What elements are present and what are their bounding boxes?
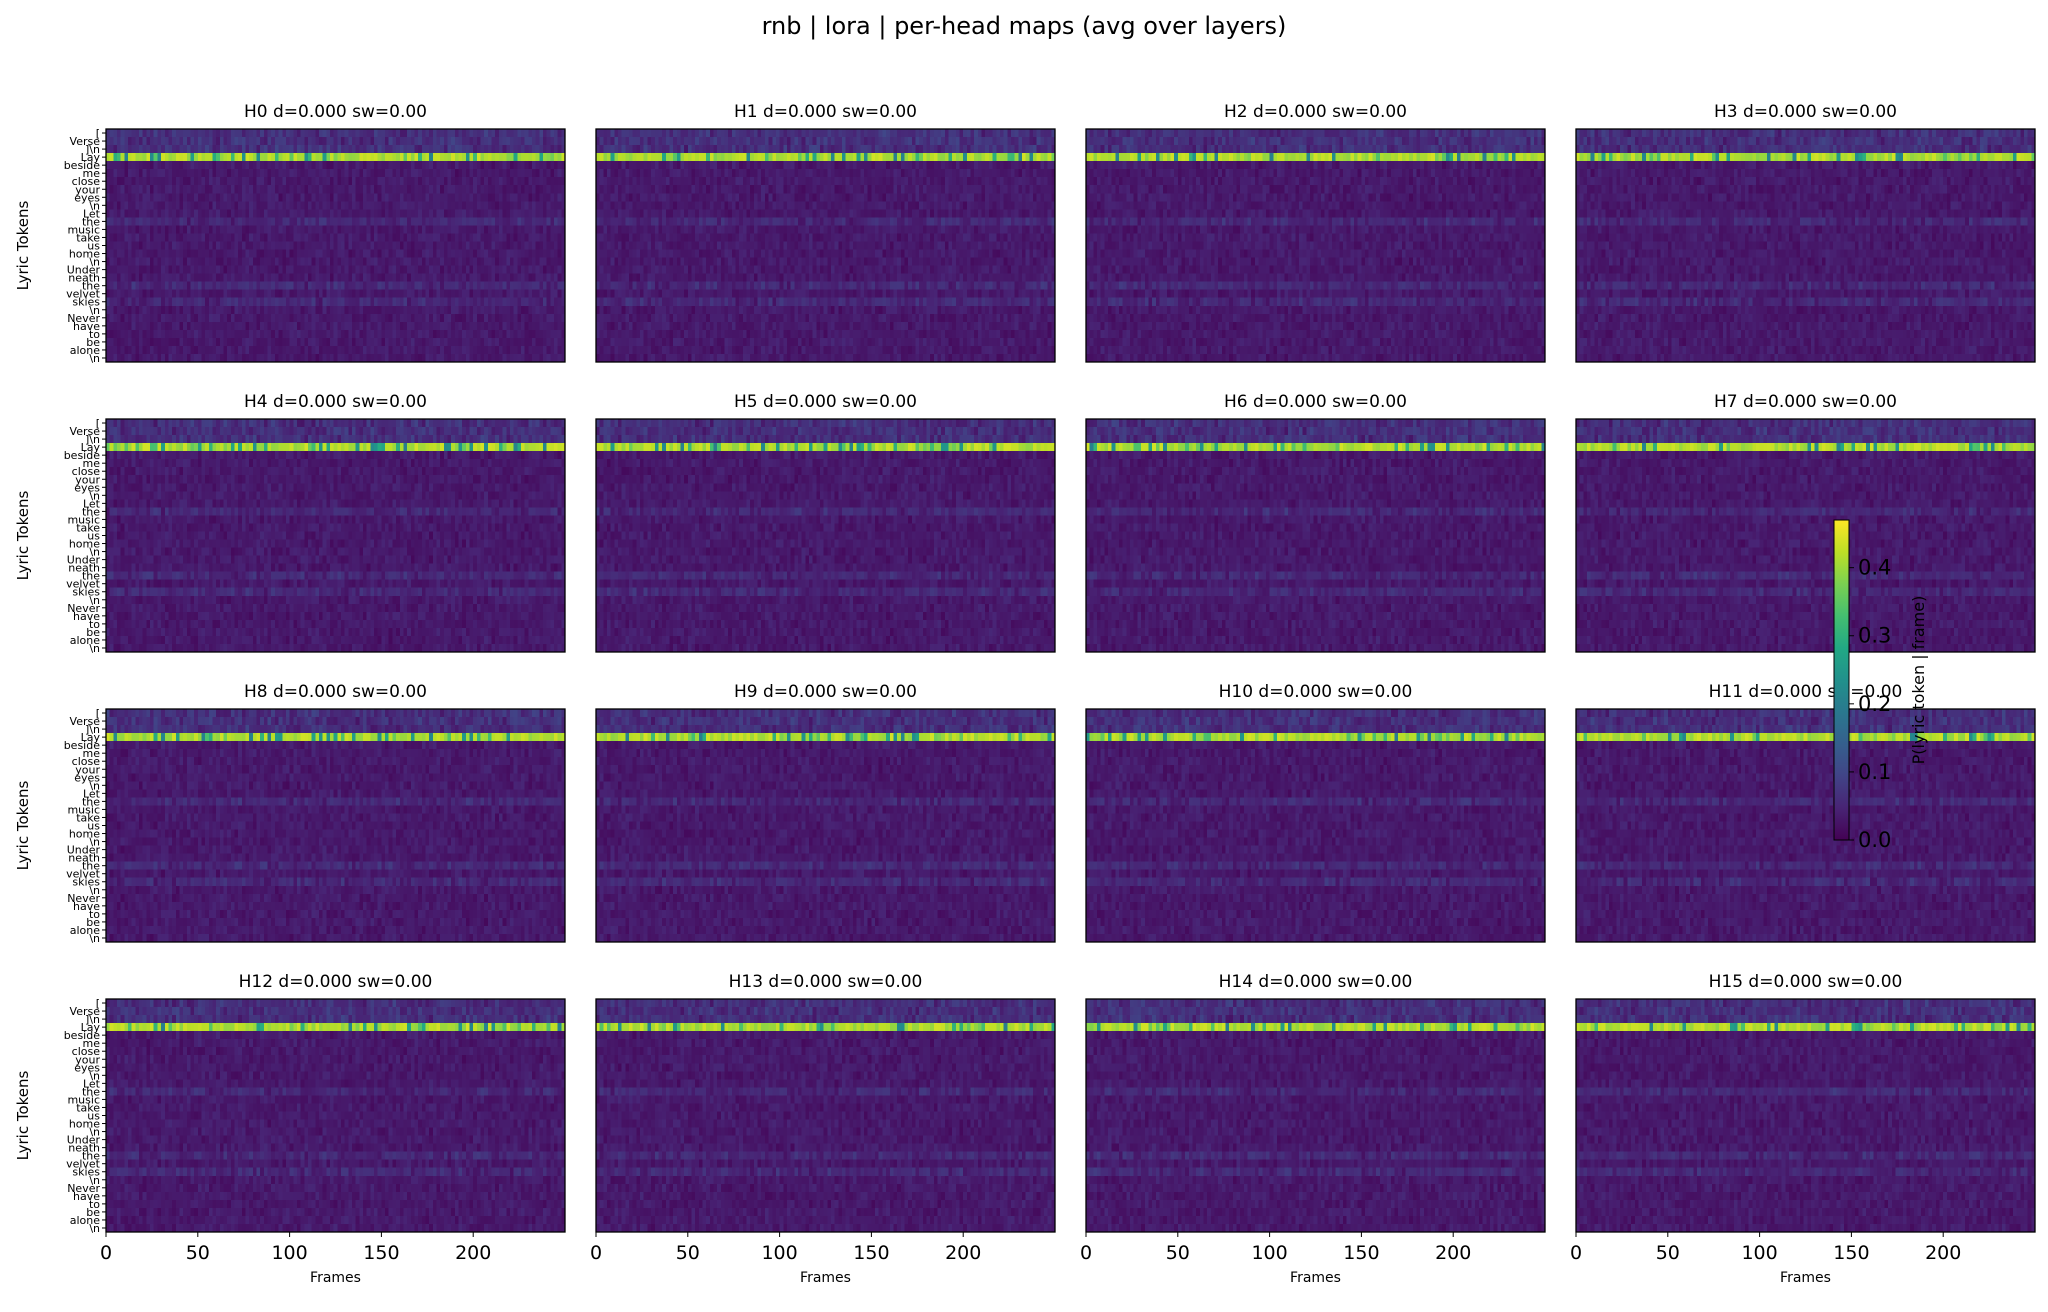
x-tick-label: 200: [945, 1242, 981, 1264]
token-label: \n: [89, 642, 100, 655]
panel-title: H8 d=0.000 sw=0.00: [244, 682, 427, 702]
colorbar-tick-label: 0.0: [1858, 828, 1891, 852]
heatmap-cells: [1576, 419, 2035, 652]
heatmap-cells: [1086, 129, 1545, 362]
heatmap-cells: [1576, 129, 2035, 362]
x-tick-label: 50: [1656, 1242, 1680, 1264]
x-tick-label: 0: [1570, 1242, 1582, 1264]
head-panel: H0 d=0.000 sw=0.00[Verse]\nLaybesidemecl…: [14, 102, 565, 365]
heatmap-cells: [106, 709, 565, 942]
x-axis-label: Frames: [800, 1270, 851, 1286]
heatmap-cells: [596, 999, 1055, 1232]
x-tick-label: 0: [590, 1242, 602, 1264]
head-panel: H3 d=0.000 sw=0.00: [1576, 102, 2035, 362]
heatmap-cells: [1576, 999, 2035, 1232]
heatmap-cells: [1086, 419, 1545, 652]
panel-title: H2 d=0.000 sw=0.00: [1224, 102, 1407, 122]
colorbar-tick-label: 0.1: [1858, 760, 1891, 784]
panel-title: H12 d=0.000 sw=0.00: [239, 972, 433, 992]
head-panel: H11 d=0.000 sw=0.00: [1576, 682, 2035, 942]
x-tick-label: 100: [1251, 1242, 1287, 1264]
token-label: \n: [89, 932, 100, 945]
x-tick-label: 200: [1435, 1242, 1471, 1264]
heatmap-cells: [1086, 999, 1545, 1232]
x-tick-label: 200: [455, 1242, 491, 1264]
heatmap-cells: [106, 129, 565, 362]
x-tick-label: 200: [1925, 1242, 1961, 1264]
panel-title: H5 d=0.000 sw=0.00: [734, 392, 917, 412]
x-axis-label: Frames: [1290, 1270, 1341, 1286]
y-axis-label: Lyric Tokens: [14, 780, 32, 870]
heatmap-cells: [106, 419, 565, 652]
panel-title: H13 d=0.000 sw=0.00: [729, 972, 923, 992]
panel-grid: H0 d=0.000 sw=0.00[Verse]\nLaybesidemecl…: [14, 102, 2035, 1286]
head-panel: H12 d=0.000 sw=0.00[Verse]\nLaybesidemec…: [14, 972, 565, 1286]
head-panel: H7 d=0.000 sw=0.00: [1576, 392, 2035, 652]
x-axis-label: Frames: [310, 1270, 361, 1286]
heatmap-cells: [596, 709, 1055, 942]
head-panel: H5 d=0.000 sw=0.00: [596, 392, 1055, 652]
x-tick-label: 150: [363, 1242, 399, 1264]
colorbar-tick-label: 0.3: [1858, 624, 1891, 648]
panel-title: H0 d=0.000 sw=0.00: [244, 102, 427, 122]
x-tick-label: 150: [1343, 1242, 1379, 1264]
panel-title: H10 d=0.000 sw=0.00: [1219, 682, 1413, 702]
colorbar-tick-label: 0.4: [1858, 556, 1891, 580]
x-tick-label: 0: [100, 1242, 112, 1264]
heatmap-cells: [1576, 709, 2035, 942]
x-tick-label: 100: [271, 1242, 307, 1264]
panel-title: H6 d=0.000 sw=0.00: [1224, 392, 1407, 412]
y-axis-label: Lyric Tokens: [14, 1070, 32, 1160]
y-axis-label: Lyric Tokens: [14, 200, 32, 290]
heatmap-cells: [106, 999, 565, 1232]
heatmap-cells: [596, 419, 1055, 652]
x-tick-label: 50: [186, 1242, 210, 1264]
panel-title: H3 d=0.000 sw=0.00: [1714, 102, 1897, 122]
head-panel: H9 d=0.000 sw=0.00: [596, 682, 1055, 942]
head-panel: H15 d=0.000 sw=0.00 0 50 100 150 200 Frames: [1570, 972, 2035, 1286]
head-panel: H6 d=0.000 sw=0.00: [1086, 392, 1545, 652]
head-panel: H14 d=0.000 sw=0.00 0 50 100 150 200 Frames: [1080, 972, 1545, 1286]
panel-title: H1 d=0.000 sw=0.00: [734, 102, 917, 122]
x-tick-label: 100: [761, 1242, 797, 1264]
panel-title: H14 d=0.000 sw=0.00: [1219, 972, 1413, 992]
x-tick-label: 150: [1833, 1242, 1869, 1264]
head-panel: H4 d=0.000 sw=0.00[Verse]\nLaybesidemecl…: [14, 392, 565, 655]
heatmap-cells: [596, 129, 1055, 362]
token-label: \n: [89, 352, 100, 365]
panel-title: H15 d=0.000 sw=0.00: [1709, 972, 1903, 992]
x-tick-label: 0: [1080, 1242, 1092, 1264]
colorbar-label: P(lyric token | frame): [1909, 596, 1928, 765]
panel-title: H9 d=0.000 sw=0.00: [734, 682, 917, 702]
heatmap-cells: [1086, 709, 1545, 942]
head-panel: H1 d=0.000 sw=0.00: [596, 102, 1055, 362]
panel-title: H4 d=0.000 sw=0.00: [244, 392, 427, 412]
y-axis-label: Lyric Tokens: [14, 490, 32, 580]
head-panel: H13 d=0.000 sw=0.00 0 50 100 150 200 Frames: [590, 972, 1055, 1286]
token-label: \n: [89, 1222, 100, 1235]
x-tick-label: 50: [676, 1242, 700, 1264]
colorbar-tick-label: 0.2: [1858, 692, 1891, 716]
head-panel: H2 d=0.000 sw=0.00: [1086, 102, 1545, 362]
head-panel: H10 d=0.000 sw=0.00: [1086, 682, 1545, 942]
x-tick-label: 100: [1741, 1242, 1777, 1264]
figure-title: rnb | lora | per-head maps (avg over lay…: [762, 12, 1287, 40]
panel-title: H7 d=0.000 sw=0.00: [1714, 392, 1897, 412]
x-tick-label: 50: [1166, 1242, 1190, 1264]
colorbar-gradient: [1834, 520, 1849, 840]
x-axis-label: Frames: [1780, 1270, 1831, 1286]
head-panel: H8 d=0.000 sw=0.00[Verse]\nLaybesidemecl…: [14, 682, 565, 945]
x-tick-label: 150: [853, 1242, 889, 1264]
